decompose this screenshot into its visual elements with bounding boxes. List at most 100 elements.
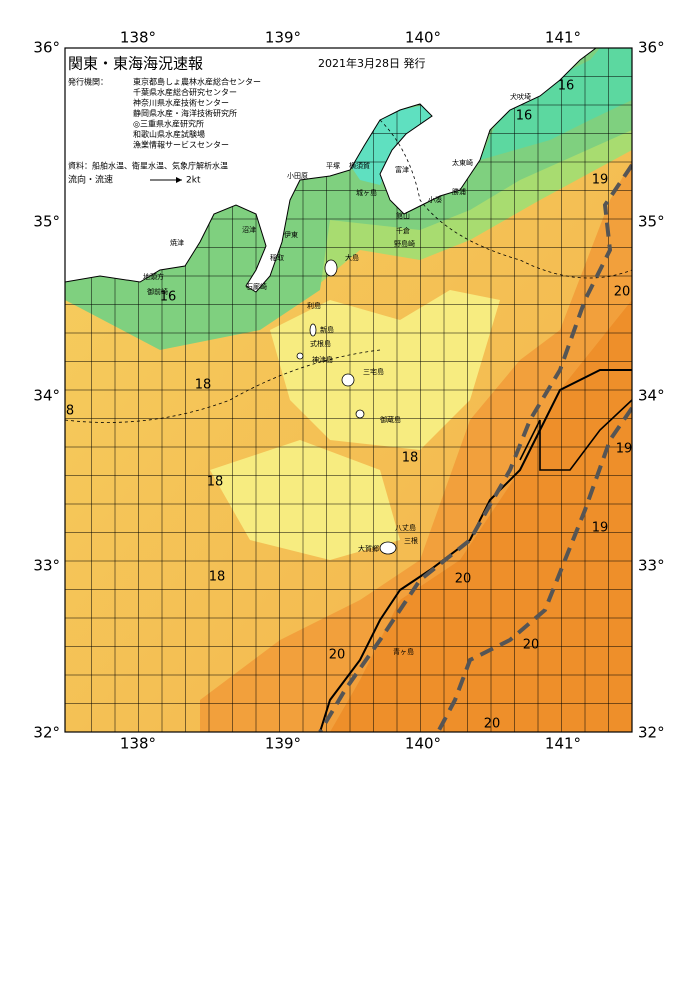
isotherm-20: [319, 369, 632, 732]
latitude-label: 36°: [33, 39, 60, 57]
contour: [379, 119, 632, 279]
place-name: 石廊崎: [246, 282, 267, 291]
place-name: 伊東: [284, 230, 298, 239]
longitude-label: 141°: [545, 29, 581, 47]
latitude-label: 35°: [638, 213, 665, 231]
place-name: 御蔵島: [380, 415, 401, 424]
place-name: 沼津: [242, 225, 256, 234]
place-name: 神津島: [312, 355, 333, 364]
isotherm-label: 18: [207, 475, 224, 490]
place-name: 平塚: [326, 161, 340, 170]
place-name: 焼津: [170, 238, 184, 247]
place-name: 大賀郷: [358, 544, 379, 553]
place-name: 小湊: [428, 195, 442, 204]
latitude-label: 34°: [638, 387, 665, 405]
cold-water: [480, 48, 632, 160]
kuroshio-axis: [436, 406, 632, 732]
isotherm-label: 20: [329, 648, 346, 663]
place-name: 富津: [395, 165, 409, 174]
place-name: 太東崎: [452, 158, 473, 167]
place-name: 小田原: [287, 171, 308, 180]
island: [309, 323, 317, 337]
place-name: 三宅島: [363, 367, 384, 376]
isotherm-label: 8: [66, 404, 74, 419]
place-name: 八丈島: [395, 523, 416, 532]
latitude-label: 36°: [638, 39, 665, 57]
issuer: ◎三重県水産研究所: [133, 119, 204, 129]
latitude-label: 32°: [33, 724, 60, 742]
yellow-water: [210, 440, 400, 560]
place-name: 地頭方: [143, 272, 164, 281]
isotherm-19: [519, 399, 632, 471]
source: 資料：船舶水温、衛星水温、気象庁解析水温: [68, 161, 228, 171]
contour: [65, 349, 381, 423]
isotherm-label: 18: [209, 570, 226, 585]
isotherm-label: 20: [523, 638, 540, 653]
island: [296, 352, 304, 360]
isotherm-label: 16: [516, 109, 533, 124]
issuer: 千葉県水産総合研究センター: [133, 87, 237, 97]
place-name: 城ヶ島: [356, 188, 377, 197]
isotherm-label: 16: [558, 79, 575, 94]
longitude-label: 140°: [405, 735, 441, 753]
longitude-label: 138°: [120, 29, 156, 47]
issuer-label: 発行機関：: [68, 77, 108, 87]
issuer: 和歌山県水産試験場: [133, 129, 205, 139]
island: [355, 409, 365, 419]
longitude-label: 140°: [405, 29, 441, 47]
isotherm-label: 19: [616, 442, 633, 457]
legend-label: 流向・流速: [68, 174, 113, 186]
isotherm-label: 20: [484, 717, 501, 732]
place-name: 式根島: [310, 339, 331, 348]
latitude-label: 33°: [33, 557, 60, 575]
place-name: 御前崎: [147, 287, 168, 296]
isotherm-label: 20: [455, 572, 472, 587]
longitude-label: 139°: [265, 29, 301, 47]
island: [341, 373, 355, 387]
place-name: 新島: [320, 325, 334, 334]
kuroshio-axis: [318, 163, 632, 732]
latitude-label: 34°: [33, 387, 60, 405]
isotherm-label: 18: [402, 451, 419, 466]
land: [65, 48, 597, 293]
place-name: 千倉: [396, 226, 410, 235]
latitude-label: 32°: [638, 724, 665, 742]
place-name: 青ヶ島: [393, 647, 414, 656]
place-name: 三根: [404, 536, 418, 545]
place-name: 稲取: [270, 253, 284, 262]
issuer: 漁業情報サービスセンター: [133, 140, 229, 150]
longitude-label: 141°: [545, 735, 581, 753]
issue-date: 2021年3月28日 発行: [318, 56, 426, 70]
latitude-label: 33°: [638, 557, 665, 575]
yellow-water: [270, 290, 500, 450]
map-area: [65, 48, 632, 732]
legend-speed: 2kt: [186, 176, 201, 186]
place-name: 勝浦: [452, 187, 466, 196]
isotherm-label: 20: [614, 285, 631, 300]
isotherm-label: 16: [160, 290, 177, 305]
place-name: 大島: [345, 253, 359, 262]
island: [379, 541, 397, 555]
isotherm-label: 18: [195, 378, 212, 393]
longitude-label: 139°: [265, 735, 301, 753]
isotherm-label: 19: [592, 173, 609, 188]
isotherm-label: 19: [592, 521, 609, 536]
place-name: 横須賀: [349, 161, 370, 170]
latitude-label: 35°: [33, 213, 60, 231]
legend-arrow-head: [176, 177, 182, 183]
place-name: 館山: [396, 211, 410, 220]
place-name: 野島崎: [394, 239, 415, 248]
place-name: 犬吠埼: [510, 92, 531, 101]
issuer: 神奈川県水産技術センター: [133, 98, 229, 108]
island: [324, 259, 338, 277]
warm-water: [330, 300, 632, 732]
tokyo-bay: [340, 105, 432, 185]
title: 関東・東海海況速報: [68, 55, 203, 73]
issuer: 静岡県水産・海洋技術研究所: [133, 108, 237, 118]
longitude-label: 138°: [120, 735, 156, 753]
issuer: 東京都島しょ農林水産総合センター: [133, 77, 261, 87]
place-name: 利島: [307, 301, 321, 310]
map-frame: [64, 47, 633, 733]
